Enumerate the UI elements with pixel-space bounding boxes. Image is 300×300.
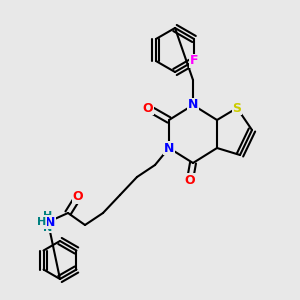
Text: S: S bbox=[232, 101, 242, 115]
Text: F: F bbox=[190, 55, 198, 68]
Text: O: O bbox=[143, 101, 153, 115]
Text: N: N bbox=[188, 98, 198, 112]
Text: H
N: H N bbox=[44, 211, 52, 233]
Text: H: H bbox=[38, 217, 46, 227]
Text: N: N bbox=[164, 142, 174, 154]
Text: O: O bbox=[185, 173, 195, 187]
Text: O: O bbox=[73, 190, 83, 203]
Text: N: N bbox=[45, 215, 55, 229]
